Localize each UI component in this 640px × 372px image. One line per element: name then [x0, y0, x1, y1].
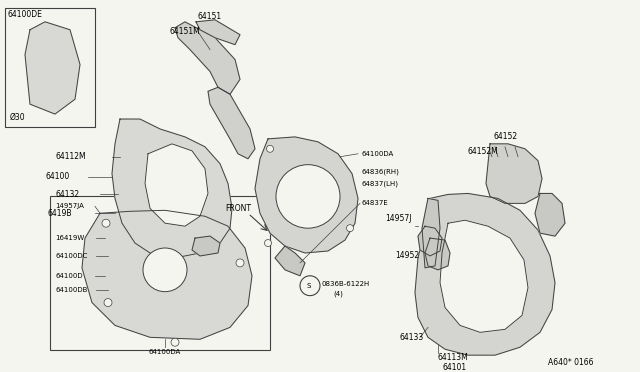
Text: A640* 0166: A640* 0166: [548, 357, 593, 366]
Text: 14957J: 14957J: [385, 214, 412, 223]
Text: 16419W: 16419W: [55, 235, 84, 241]
Text: 64100D: 64100D: [55, 273, 83, 279]
Polygon shape: [255, 137, 358, 253]
Text: 64100DC: 64100DC: [55, 253, 88, 259]
Text: 6419B: 6419B: [48, 209, 72, 218]
Text: 64151: 64151: [198, 12, 222, 21]
Text: 64151M: 64151M: [170, 27, 201, 36]
Polygon shape: [112, 119, 232, 258]
Text: 14957JA: 14957JA: [55, 203, 84, 209]
Polygon shape: [418, 226, 442, 256]
Circle shape: [346, 225, 353, 232]
Text: 0836B-6122H: 0836B-6122H: [322, 281, 371, 287]
Polygon shape: [145, 144, 208, 226]
Text: 14952: 14952: [395, 251, 419, 260]
Bar: [5, 8, 95, 127]
Circle shape: [276, 165, 340, 228]
Text: 64152: 64152: [493, 132, 517, 141]
Polygon shape: [415, 193, 555, 355]
Polygon shape: [175, 22, 240, 94]
Text: 64837E: 64837E: [362, 201, 388, 206]
Text: 64836(RH): 64836(RH): [362, 169, 400, 175]
Polygon shape: [196, 20, 240, 45]
Circle shape: [264, 240, 271, 247]
Polygon shape: [82, 210, 252, 339]
Polygon shape: [208, 87, 255, 159]
Circle shape: [300, 276, 320, 296]
Text: S: S: [307, 283, 311, 289]
Circle shape: [266, 145, 273, 152]
Polygon shape: [275, 246, 305, 276]
Text: 64133: 64133: [400, 333, 424, 342]
Text: 64132: 64132: [55, 190, 79, 199]
Circle shape: [143, 248, 187, 292]
Text: 64113M: 64113M: [438, 353, 468, 362]
Circle shape: [236, 259, 244, 267]
Polygon shape: [486, 144, 542, 203]
Text: Ø30: Ø30: [10, 113, 26, 122]
Polygon shape: [192, 236, 220, 256]
Text: FRONT: FRONT: [225, 204, 251, 213]
Circle shape: [102, 219, 110, 227]
Text: 64100DA: 64100DA: [149, 349, 181, 355]
Text: 64100DB: 64100DB: [55, 287, 88, 293]
Text: 64100DE: 64100DE: [8, 10, 43, 19]
Polygon shape: [422, 198, 440, 268]
Polygon shape: [535, 193, 565, 236]
Text: 64101: 64101: [443, 363, 467, 372]
Text: 64152M: 64152M: [468, 147, 499, 156]
Circle shape: [104, 299, 112, 307]
Text: 64837(LH): 64837(LH): [362, 180, 399, 187]
Text: 64100: 64100: [45, 172, 69, 181]
Circle shape: [171, 338, 179, 346]
Polygon shape: [440, 220, 528, 332]
Text: 64112M: 64112M: [55, 152, 86, 161]
Polygon shape: [25, 22, 80, 114]
Text: 64100DA: 64100DA: [362, 151, 394, 157]
Polygon shape: [425, 238, 450, 270]
Bar: [50, 196, 270, 350]
Text: (4): (4): [333, 291, 343, 297]
